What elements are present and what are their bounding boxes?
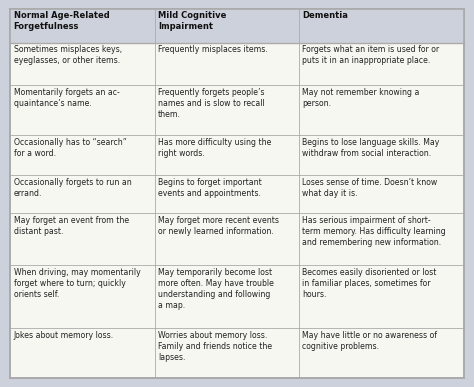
Text: Worries about memory loss.
Family and friends notice the
lapses.: Worries about memory loss. Family and fr… bbox=[158, 330, 272, 362]
Text: Dementia: Dementia bbox=[302, 11, 348, 20]
Text: May not remember knowing a
person.: May not remember knowing a person. bbox=[302, 87, 419, 108]
Text: Normal Age-Related
Forgetfulness: Normal Age-Related Forgetfulness bbox=[14, 11, 109, 31]
Text: Momentarily forgets an ac-
quaintance’s name.: Momentarily forgets an ac- quaintance’s … bbox=[14, 87, 119, 108]
Text: May forget more recent events
or newly learned information.: May forget more recent events or newly l… bbox=[158, 216, 279, 236]
Text: Has more difficulty using the
right words.: Has more difficulty using the right word… bbox=[158, 138, 271, 158]
Text: Occasionally has to “search”
for a word.: Occasionally has to “search” for a word. bbox=[14, 138, 127, 158]
Text: Mild Cognitive
Impairment: Mild Cognitive Impairment bbox=[158, 11, 226, 31]
Text: Occasionally forgets to run an
errand.: Occasionally forgets to run an errand. bbox=[14, 178, 131, 198]
Text: Loses sense of time. Doesn’t know
what day it is.: Loses sense of time. Doesn’t know what d… bbox=[302, 178, 437, 198]
Text: Begins to forget important
events and appointments.: Begins to forget important events and ap… bbox=[158, 178, 262, 198]
Text: Has serious impairment of short-
term memory. Has difficulty learning
and rememb: Has serious impairment of short- term me… bbox=[302, 216, 446, 247]
Text: Frequently forgets people’s
names and is slow to recall
them.: Frequently forgets people’s names and is… bbox=[158, 87, 264, 119]
Text: Forgets what an item is used for or
puts it in an inappropriate place.: Forgets what an item is used for or puts… bbox=[302, 45, 439, 65]
Text: Begins to lose language skills. May
withdraw from social interaction.: Begins to lose language skills. May with… bbox=[302, 138, 439, 158]
Bar bbox=[10, 9, 464, 43]
Text: May have little or no awareness of
cognitive problems.: May have little or no awareness of cogni… bbox=[302, 330, 437, 351]
Text: May forget an event from the
distant past.: May forget an event from the distant pas… bbox=[14, 216, 129, 236]
Text: When driving, may momentarily
forget where to turn; quickly
orients self.: When driving, may momentarily forget whe… bbox=[14, 268, 140, 299]
Text: Becomes easily disoriented or lost
in familiar places, sometimes for
hours.: Becomes easily disoriented or lost in fa… bbox=[302, 268, 437, 299]
Text: May temporarily become lost
more often. May have trouble
understanding and follo: May temporarily become lost more often. … bbox=[158, 268, 273, 310]
Text: Frequently misplaces items.: Frequently misplaces items. bbox=[158, 45, 268, 54]
Text: Jokes about memory loss.: Jokes about memory loss. bbox=[14, 330, 114, 340]
Text: Sometimes misplaces keys,
eyeglasses, or other items.: Sometimes misplaces keys, eyeglasses, or… bbox=[14, 45, 122, 65]
